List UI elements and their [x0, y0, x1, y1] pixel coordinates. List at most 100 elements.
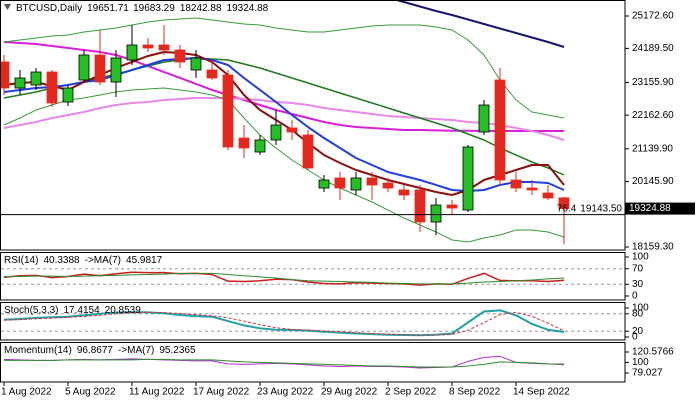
x-tick-label: 8 Sep 2022: [449, 387, 501, 398]
indicator-value: 40.3388: [43, 255, 80, 266]
indicator-line: [3, 17, 565, 119]
indicator-line: [3, 311, 565, 336]
indicator-value: 96.8677: [77, 345, 114, 356]
indicator-line: [396, 1, 565, 48]
x-tick-label: 29 Aug 2022: [321, 387, 378, 398]
candle-body: [62, 87, 74, 103]
candle-body: [350, 177, 362, 191]
candle-body: [382, 182, 394, 189]
candle-body: [302, 134, 314, 169]
ohlc-value: 19324.88: [227, 3, 269, 14]
y-tick-label: 23155.90: [632, 77, 674, 88]
plot-area: [3, 355, 565, 369]
y-tick-label: 0: [632, 291, 638, 302]
y-tick-label: 100: [632, 357, 649, 368]
y-tick-label: 20145.90: [632, 176, 674, 187]
candle-body: [78, 54, 90, 81]
price-box-label: 19324.88: [629, 203, 671, 214]
candle-body: [254, 139, 266, 153]
indicator-name: Momentum(14): [4, 345, 72, 356]
candle-body: [542, 192, 554, 199]
indicator-line: [4, 358, 565, 368]
candle-body: [46, 71, 58, 104]
fib-price: 19143.50: [580, 203, 622, 214]
x-tick-label: 1 Aug 2022: [1, 387, 52, 398]
panel-frame: [0, 252, 626, 301]
y-tick-label: 70: [632, 263, 644, 274]
candle-body: [110, 57, 122, 83]
panel-header: Stoch(5,3,3) 17.4154 20.8539: [4, 305, 141, 316]
candle-body: [94, 54, 106, 83]
chart-icon: [4, 4, 11, 10]
ohlc-value: 19651.71: [87, 3, 129, 14]
candle-body: [1, 61, 10, 89]
x-tick-label: 11 Aug 2022: [129, 387, 185, 398]
candle-body: [334, 177, 346, 189]
panel-header: RSI(14) 40.3388 ->MA(7) 45.9817: [4, 255, 163, 266]
indicator-value: 20.8539: [105, 305, 142, 316]
candle-body: [366, 177, 378, 186]
y-tick-label: 120.5766: [632, 347, 674, 358]
y-tick-label: 100: [632, 303, 649, 314]
panel-title: Stoch(5,3,3): [4, 305, 58, 316]
x-tick-label: 5 Aug 2022: [65, 387, 116, 398]
fib-ratio: 76.4: [557, 203, 577, 214]
candle-body: [30, 71, 42, 86]
candle-body: [238, 137, 250, 149]
y-tick-label: 79.027: [632, 368, 663, 379]
y-tick-label: 22162.60: [632, 110, 674, 121]
x-tick-label: 17 Aug 2022: [193, 387, 250, 398]
candle-body: [142, 44, 154, 49]
indicator-value: 45.9817: [126, 255, 163, 266]
indicator-value: 17.4154: [63, 305, 100, 316]
candle-body: [494, 79, 506, 181]
y-tick-label: 0: [632, 332, 638, 343]
candle-body: [398, 189, 410, 196]
x-tick-label: 14 Sep 2022: [513, 387, 570, 398]
candle-body: [510, 179, 522, 189]
candle-body: [430, 204, 442, 223]
indicator-line: [3, 87, 565, 243]
ohlc-value: 18242.88: [180, 3, 222, 14]
candle-body: [526, 187, 538, 191]
candle-body: [270, 124, 282, 141]
ohlc-value: 19683.29: [133, 3, 175, 14]
candle-body: [478, 104, 490, 133]
panel-frame: [0, 0, 626, 251]
candle-body: [446, 204, 458, 209]
indicator-name: RSI(14): [4, 255, 38, 266]
candle-body: [462, 146, 474, 211]
x-tick-label: 2 Sep 2022: [385, 387, 437, 398]
indicator-name: ->MA(7): [118, 345, 154, 356]
y-tick-label: 80: [632, 308, 644, 319]
candle-body: [126, 44, 138, 61]
candle-body: [222, 74, 234, 148]
panel-header: Momentum(14) 96.8677 ->MA(7) 95.2365: [4, 345, 196, 356]
candle-body: [318, 179, 330, 189]
x-tick-label: 23 Aug 2022: [257, 387, 314, 398]
fib-label: 76.4 19143.50: [557, 203, 623, 214]
indicator-name: ->MA(7): [85, 255, 121, 266]
plot-area: [1, 1, 570, 245]
indicator-line: [3, 40, 564, 132]
panel-frame: [0, 302, 626, 341]
y-tick-label: 21139.90: [632, 143, 673, 154]
y-tick-label: 25172.60: [632, 11, 674, 22]
y-tick-label: 18159.30: [632, 242, 674, 253]
y-tick-label: 30: [632, 279, 644, 290]
candle-body: [14, 77, 26, 89]
candle-body: [174, 49, 186, 63]
candle-body: [206, 69, 218, 79]
indicator-line: [4, 272, 565, 285]
candle-body: [558, 197, 570, 210]
indicator-line: [3, 309, 565, 337]
candle-body: [414, 189, 426, 223]
candle-body: [286, 127, 298, 133]
panel-title: BTCUSD,Daily: [16, 3, 82, 14]
candle-body: [190, 57, 202, 71]
indicator-line: [3, 96, 565, 141]
plot-area: [1, 268, 624, 286]
candle-body: [158, 44, 170, 51]
